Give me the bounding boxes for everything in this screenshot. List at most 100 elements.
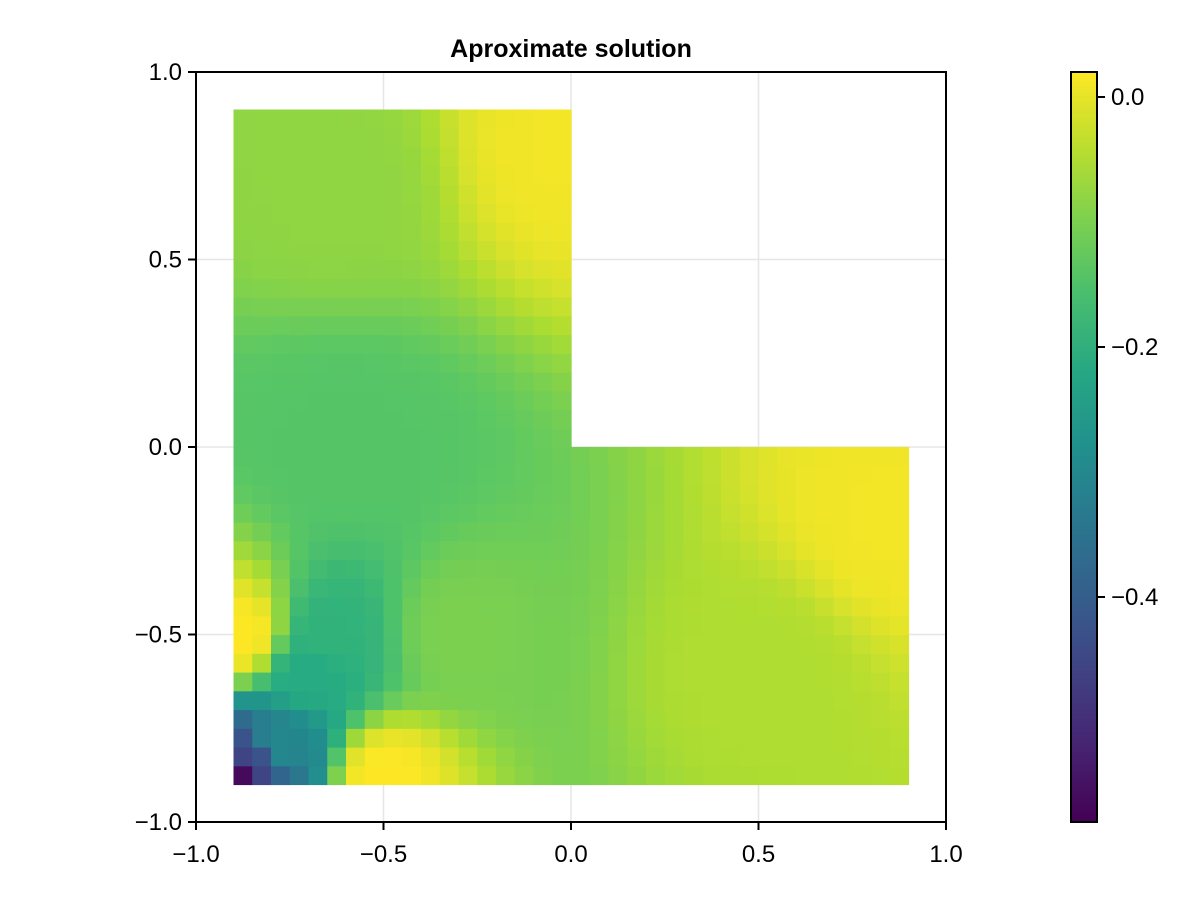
heatmap-cell xyxy=(796,559,816,579)
heatmap-cell xyxy=(346,353,366,373)
heatmap-cell xyxy=(514,690,535,711)
heatmap-cell xyxy=(308,615,328,636)
heatmap-cell xyxy=(739,653,760,673)
heatmap-cell xyxy=(308,165,328,186)
heatmap-cell xyxy=(308,240,328,261)
x-tick-label: 1.0 xyxy=(929,841,962,868)
heatmap-cell xyxy=(383,690,403,711)
heatmap-cell xyxy=(496,147,516,167)
heatmap-cell xyxy=(889,653,910,673)
heatmap-cell xyxy=(496,109,516,129)
heatmap-cell xyxy=(814,728,835,748)
heatmap-cell xyxy=(533,447,553,467)
heatmap-cell xyxy=(683,690,703,711)
heatmap-cell xyxy=(721,653,741,673)
heatmap-cell xyxy=(758,447,778,467)
heatmap-cell xyxy=(364,147,385,167)
heatmap-cell xyxy=(739,503,760,523)
heatmap-cell xyxy=(289,109,310,129)
heatmap-cell xyxy=(308,597,328,617)
heatmap-cell xyxy=(496,522,516,542)
heatmap-cell xyxy=(627,728,647,748)
heatmap-cell xyxy=(871,615,891,636)
heatmap-cell xyxy=(552,334,572,354)
heatmap-cell xyxy=(421,240,441,261)
heatmap-cell xyxy=(364,409,385,429)
heatmap-cell xyxy=(439,278,460,298)
heatmap-cell xyxy=(308,653,328,673)
heatmap-cell xyxy=(252,334,272,354)
heatmap-cell xyxy=(439,540,460,561)
heatmap-cell xyxy=(289,540,310,561)
heatmap-cell xyxy=(383,578,403,598)
heatmap-cell xyxy=(289,147,310,167)
heatmap-cell xyxy=(383,222,403,242)
heatmap-cell xyxy=(364,634,385,654)
heatmap-cell xyxy=(814,653,835,673)
heatmap-cell xyxy=(889,634,910,654)
heatmap-cell xyxy=(271,334,291,354)
heatmap-cell xyxy=(271,634,291,654)
heatmap-cell xyxy=(721,672,741,692)
heatmap-cell xyxy=(514,578,535,598)
heatmap-cell xyxy=(664,559,685,579)
heatmap-cell xyxy=(477,147,497,167)
heatmap-cell xyxy=(346,203,366,223)
heatmap-cell xyxy=(758,728,778,748)
heatmap-cell xyxy=(458,728,478,748)
colorbar-tick-label: −0.4 xyxy=(1111,584,1158,611)
heatmap-cell xyxy=(364,297,385,317)
heatmap-cell xyxy=(252,747,272,767)
heatmap-cell xyxy=(496,672,516,692)
heatmap-cell xyxy=(421,128,441,148)
heatmap-cell xyxy=(514,653,535,673)
heatmap-cell xyxy=(739,540,760,561)
heatmap-cells xyxy=(233,109,910,786)
heatmap-cell xyxy=(271,503,291,523)
colorbar-ticks: 0.0 −0.2 −0.4 xyxy=(1097,84,1158,611)
heatmap-cell xyxy=(646,503,666,523)
heatmap-cell xyxy=(308,297,328,317)
heatmap-cell xyxy=(252,409,272,429)
heatmap-cell xyxy=(477,690,497,711)
heatmap-cell xyxy=(552,109,572,129)
heatmap-cell xyxy=(364,615,385,636)
heatmap-cell xyxy=(439,353,460,373)
heatmap-cell xyxy=(327,747,347,767)
heatmap-cell xyxy=(721,690,741,711)
heatmap-cell xyxy=(308,147,328,167)
heatmap-cell xyxy=(308,747,328,767)
heatmap-cell xyxy=(289,259,310,279)
heatmap-cell xyxy=(533,297,553,317)
heatmap-cell xyxy=(439,147,460,167)
heatmap-cell xyxy=(402,259,422,279)
heatmap-cell xyxy=(608,747,628,767)
heatmap-cell xyxy=(402,447,422,467)
heatmap-cell xyxy=(402,372,422,392)
heatmap-cell xyxy=(439,465,460,486)
heatmap-cell xyxy=(383,597,403,617)
heatmap-cell xyxy=(533,765,553,786)
heatmap-cell xyxy=(889,709,910,729)
heatmap-cell xyxy=(346,390,366,411)
heatmap-cell xyxy=(421,203,441,223)
heatmap-cell xyxy=(533,184,553,204)
heatmap-cell xyxy=(421,615,441,636)
heatmap-cell xyxy=(402,765,422,786)
heatmap-cell xyxy=(439,297,460,317)
heatmap-cell xyxy=(871,747,891,767)
heatmap-cell xyxy=(739,484,760,504)
heatmap-cell xyxy=(402,222,422,242)
heatmap-cell xyxy=(852,765,872,786)
heatmap-cell xyxy=(683,503,703,523)
heatmap-cell xyxy=(458,222,478,242)
heatmap-cell xyxy=(814,484,835,504)
heatmap-cell xyxy=(477,109,497,129)
heatmap-cell xyxy=(889,503,910,523)
heatmap-cell xyxy=(852,747,872,767)
heatmap-cell xyxy=(514,147,535,167)
heatmap-cell xyxy=(346,503,366,523)
heatmap-cell xyxy=(552,353,572,373)
heatmap-cell xyxy=(402,653,422,673)
y-tick-label: 1.0 xyxy=(149,59,182,86)
